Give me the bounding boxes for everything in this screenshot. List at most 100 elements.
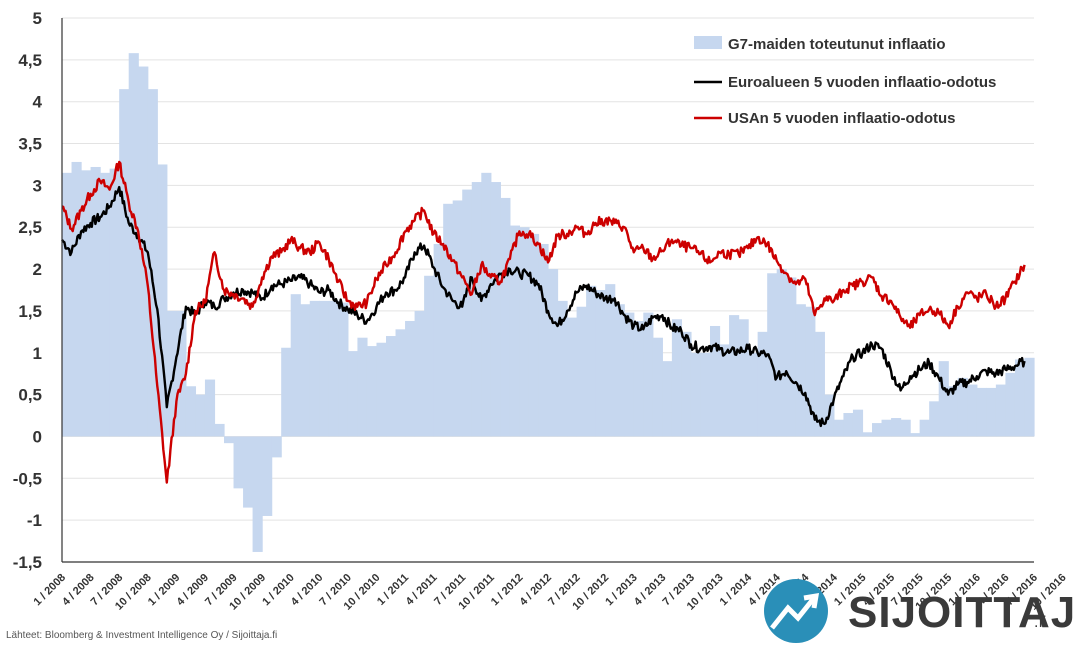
inflation-bar [481, 172, 492, 437]
inflation-bar [548, 269, 559, 437]
y-tick-label: 4 [33, 93, 43, 112]
inflation-bar [528, 233, 540, 437]
inflation-bar [967, 384, 978, 437]
euro-expectation-line [61, 185, 1026, 428]
inflation-bar [567, 317, 578, 437]
inflation-bar [290, 294, 301, 437]
y-tick-labels: 5 4,5 4 3,5 3 2,5 2 1,5 1 0,5 0 -0,5 -1 -1,5 [13, 9, 43, 572]
inflation-bar [1014, 359, 1026, 437]
inflation-bar [185, 386, 197, 437]
inflation-bar [576, 306, 587, 437]
inflation-bar [1005, 372, 1016, 437]
inflation-bar [862, 432, 873, 437]
inflation-bar [271, 436, 282, 458]
y-tick-label: -1,5 [13, 553, 42, 572]
inflation-bar [252, 436, 263, 552]
inflation-bar [929, 401, 940, 437]
inflation-bar [90, 166, 101, 437]
inflation-bar [891, 418, 902, 437]
inflation-bar [119, 89, 130, 437]
axes [61, 18, 1034, 563]
inflation-bar [605, 284, 616, 437]
inflation-bar [538, 243, 549, 437]
logo-suffix: .fi [1034, 614, 1047, 631]
inflation-bar [395, 329, 406, 437]
inflation-bar [262, 436, 273, 516]
logo-text: SIJOITTAJA [848, 588, 1074, 637]
inflation-bar [719, 344, 730, 437]
inflation-bar [976, 387, 987, 437]
inflation-bar [919, 419, 930, 437]
legend-swatch-g7 [694, 36, 722, 49]
inflation-bar [405, 320, 416, 437]
inflation-bar [633, 320, 644, 437]
inflation-bar [452, 200, 463, 437]
y-tick-label: -0,5 [13, 469, 42, 488]
inflation-bar [357, 337, 368, 437]
inflation-bar [814, 331, 825, 437]
inflation-bar [281, 347, 292, 437]
inflation-bar [586, 285, 597, 437]
inflation-bar [957, 377, 968, 437]
inflation-bar [833, 419, 845, 437]
inflation-bar [319, 300, 330, 437]
y-tick-label: 0 [33, 427, 42, 446]
inflation-bar [910, 433, 921, 437]
inflation-bar [652, 337, 663, 437]
inflation-bar [938, 361, 949, 437]
y-tick-label: 3,5 [18, 135, 42, 154]
inflation-bar [338, 302, 349, 437]
inflation-bar [776, 269, 787, 437]
inflation-bar [471, 182, 482, 437]
inflation-bar [557, 300, 568, 437]
inflation-bar [757, 331, 768, 437]
inflation-bar [519, 227, 530, 437]
inflation-bar [176, 310, 187, 437]
inflation-bar [233, 436, 244, 489]
y-tick-label: 2,5 [18, 218, 42, 237]
expectation-lines [61, 160, 1026, 484]
inflation-bar [300, 304, 311, 437]
inflation-bar [509, 225, 521, 437]
inflation-bar [986, 387, 997, 437]
inflation-bar [138, 66, 149, 437]
inflation-bar [433, 243, 444, 437]
inflation-bar [195, 394, 206, 437]
inflation-bar [681, 331, 692, 437]
inflation-bar [366, 346, 378, 437]
inflation-bar [738, 319, 749, 437]
usa-expectation-line [61, 160, 1026, 484]
inflation-bar [414, 310, 425, 437]
inflation-bar [852, 409, 864, 437]
inflation-bar [710, 325, 721, 437]
legend-label: Euroalueen 5 vuoden inflaatio-odotus [728, 74, 996, 91]
inflation-bar [214, 423, 225, 437]
inflation-bar [166, 310, 177, 437]
inflation-bar [128, 53, 139, 437]
y-tick-label: 2 [33, 260, 42, 279]
inflation-bar [729, 315, 740, 437]
inflation-bar [147, 89, 158, 437]
legend-label: USAn 5 vuoden inflaatio-odotus [728, 110, 956, 127]
inflation-bar [643, 312, 654, 437]
inflation-bar [662, 361, 673, 437]
inflation-bar [624, 312, 635, 437]
inflation-bar [71, 161, 82, 437]
inflation-bar [900, 419, 911, 437]
inflation-bar [243, 436, 254, 508]
inflation-bar [767, 273, 778, 437]
inflation-bar [62, 172, 73, 437]
inflation-bar [309, 300, 320, 437]
inflation-bar [500, 197, 511, 437]
y-tick-label: 4,5 [18, 51, 42, 70]
inflation-bar [843, 413, 854, 437]
inflation-bar [948, 386, 959, 437]
y-tick-label: 0,5 [18, 386, 42, 405]
inflation-bar [462, 189, 473, 437]
inflation-bar [224, 436, 235, 444]
inflation-bar [376, 342, 387, 437]
y-tick-label: 5 [33, 9, 42, 28]
inflation-bar [386, 336, 397, 437]
inflation-bar [786, 277, 797, 437]
inflation-bar [995, 384, 1007, 437]
